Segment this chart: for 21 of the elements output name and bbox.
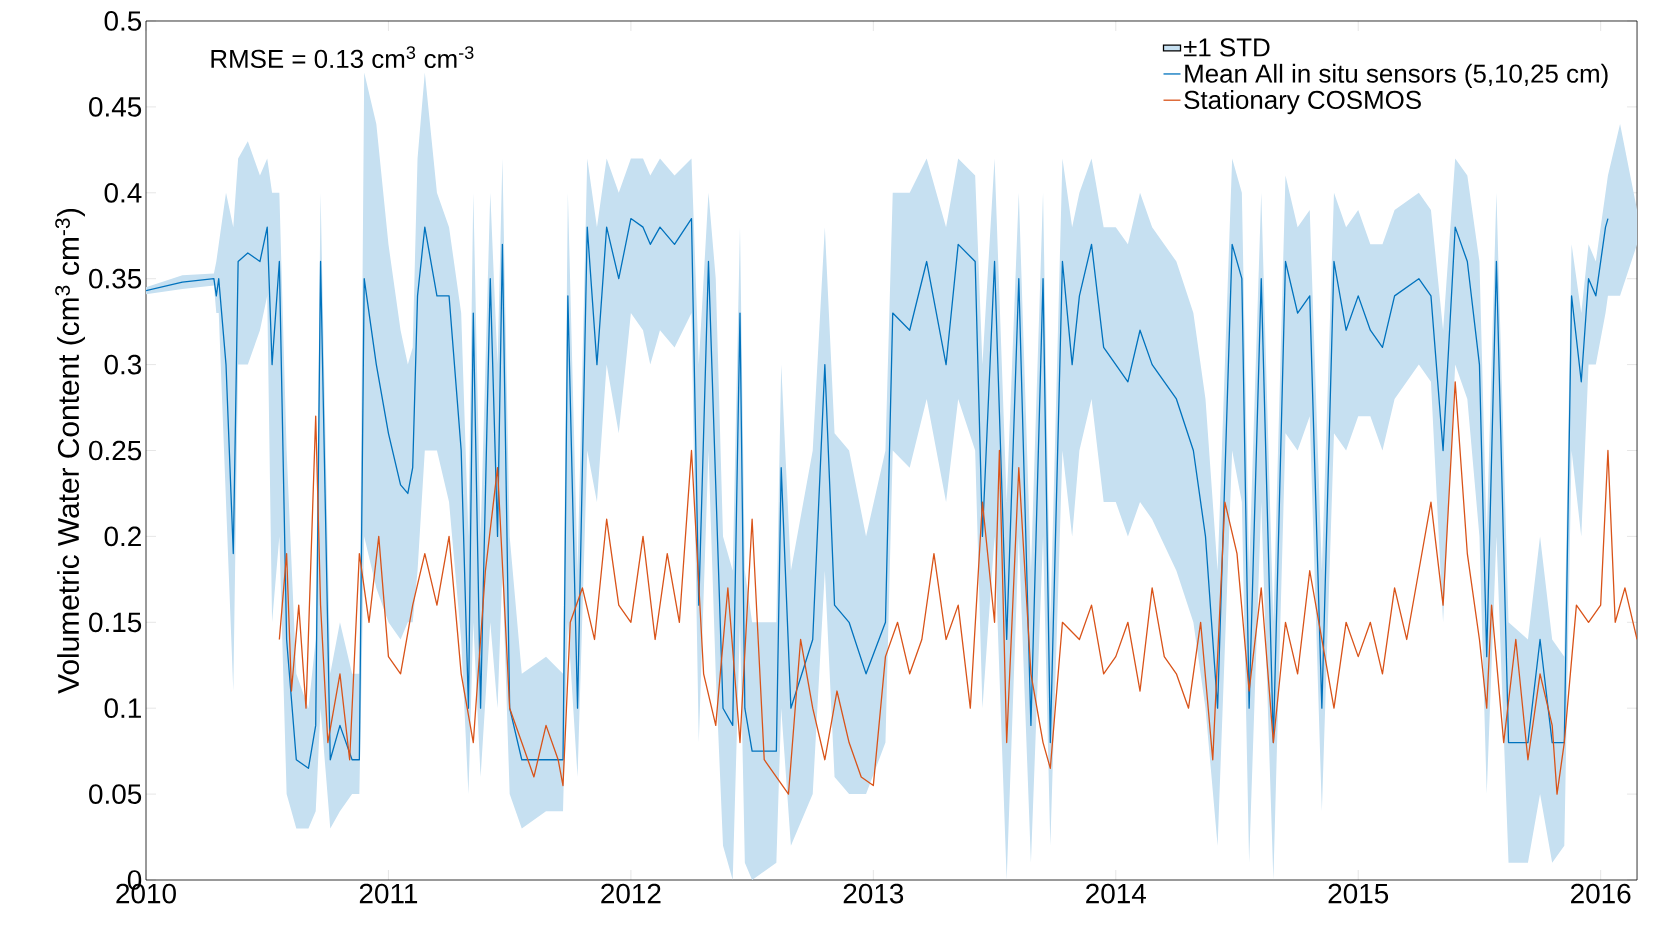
x-tick-label: 2014 bbox=[1086, 883, 1146, 904]
legend-label: Stationary COSMOS bbox=[1184, 90, 1421, 115]
y-tick-label: 0.35 bbox=[89, 268, 142, 289]
legend-label: ±1 STD bbox=[1183, 38, 1270, 57]
x-tick-label: 2016 bbox=[1571, 883, 1631, 904]
y-tick-label: 0.2 bbox=[104, 526, 141, 547]
y-tick-label: 0.5 bbox=[104, 11, 142, 31]
y-tick-label: 0.15 bbox=[89, 612, 142, 633]
y-tick-label: 0.05 bbox=[89, 784, 142, 804]
x-tick-label: 2012 bbox=[601, 883, 661, 904]
y-tick-label: 0.25 bbox=[89, 440, 142, 461]
x-tick-label: 2013 bbox=[843, 883, 904, 904]
annotation: RMSE = 0.13 cm$^{3}$ cm$^{-3}$ bbox=[211, 46, 474, 69]
legend-label: Mean All in situ sensors (5,10,25 cm) bbox=[1185, 63, 1608, 88]
y-tick-label: 0.3 bbox=[104, 354, 142, 375]
y-tick-label: 0.4 bbox=[104, 182, 142, 203]
y-tick-label: 0.45 bbox=[89, 97, 142, 117]
x-tick-label: 2015 bbox=[1328, 883, 1389, 904]
x-tick-label: 2011 bbox=[359, 883, 418, 904]
y-tick-label: 0.1 bbox=[104, 698, 141, 719]
y-axis-title: Volumetric Water Content (cm$^{3}$ cm$^{-3}$) bbox=[55, 208, 85, 694]
